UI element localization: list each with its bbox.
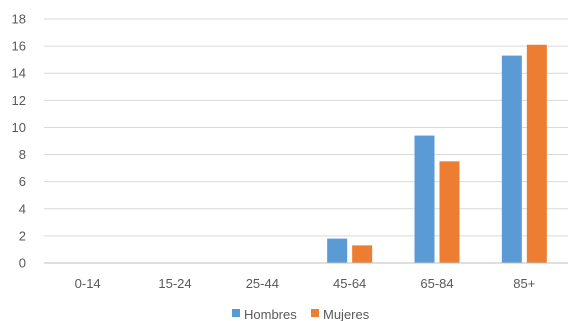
bar-mujeres-45-64 <box>352 245 373 263</box>
legend-swatch-hombres <box>232 309 240 317</box>
bars <box>327 44 547 263</box>
y-tick-label: 16 <box>12 39 26 54</box>
legend: Hombres Mujeres <box>232 307 370 321</box>
legend-swatch-mujeres <box>311 309 319 317</box>
y-axis-ticks: 0 2 4 6 8 10 12 14 16 18 <box>12 12 26 271</box>
y-tick-label: 6 <box>19 174 26 189</box>
bar-hombres-65-84 <box>414 135 435 263</box>
bar-hombres-45-64 <box>327 238 348 263</box>
x-tick-label: 15-24 <box>158 276 191 291</box>
y-tick-label: 2 <box>19 228 26 243</box>
y-tick-label: 18 <box>12 12 26 27</box>
x-tick-label: 85+ <box>513 276 535 291</box>
bar-mujeres-65-84 <box>439 161 460 263</box>
legend-label-hombres: Hombres <box>244 307 297 321</box>
gridlines <box>44 18 568 237</box>
y-tick-label: 14 <box>12 66 26 81</box>
y-tick-label: 8 <box>19 147 26 162</box>
y-tick-label: 12 <box>12 93 26 108</box>
y-tick-label: 4 <box>19 201 26 216</box>
y-tick-label: 0 <box>19 256 26 271</box>
bar-hombres-85+ <box>501 55 522 263</box>
x-tick-label: 25-44 <box>246 276 279 291</box>
x-tick-label: 45-64 <box>333 276 366 291</box>
y-tick-label: 10 <box>12 120 26 135</box>
bar-mujeres-85+ <box>526 44 547 263</box>
x-tick-label: 65-84 <box>420 276 453 291</box>
legend-label-mujeres: Mujeres <box>323 307 370 321</box>
x-tick-label: 0-14 <box>75 276 101 291</box>
x-axis-ticks: 0-14 15-24 25-44 45-64 65-84 85+ <box>75 276 536 291</box>
